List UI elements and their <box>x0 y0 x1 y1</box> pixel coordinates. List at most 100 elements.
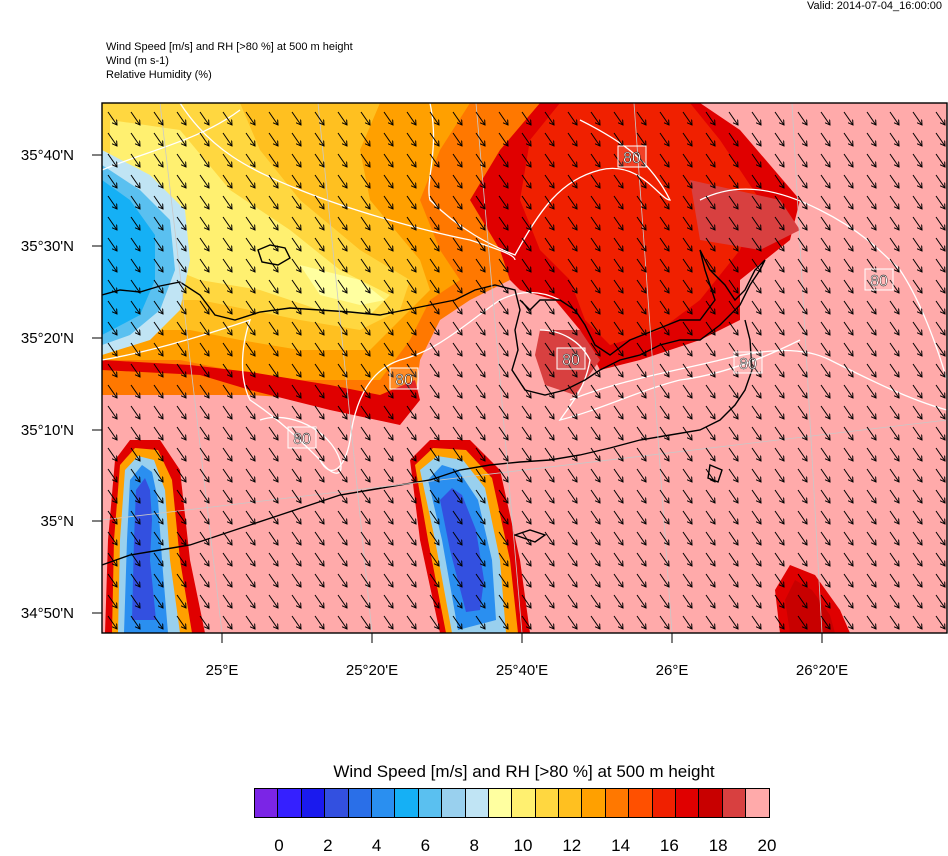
wind-vector <box>130 384 140 398</box>
wind-vector <box>314 489 324 503</box>
wind-vector <box>935 468 945 482</box>
wind-vector <box>935 615 945 629</box>
contour-label-6: 80 <box>287 426 317 449</box>
wind-vector <box>659 405 669 419</box>
wind-vector <box>912 279 922 293</box>
wind-vector <box>820 132 830 146</box>
wind-vector <box>107 468 117 482</box>
wind-vector <box>337 510 347 524</box>
wind-vector <box>521 468 531 482</box>
wind-vector <box>843 321 853 335</box>
colorbar-swatch-16 <box>628 788 653 818</box>
wind-vector <box>659 174 669 188</box>
wind-vector <box>268 111 278 125</box>
wind-vector <box>498 237 508 251</box>
wind-vector <box>498 384 508 398</box>
wind-vector <box>268 258 278 272</box>
wind-vector <box>429 111 439 125</box>
wind-vector <box>889 510 899 524</box>
wind-vector <box>475 237 485 251</box>
wind-vector <box>498 111 508 125</box>
wind-vector <box>521 594 531 608</box>
wind-vector <box>383 426 393 440</box>
wind-band-10 <box>300 265 385 305</box>
wind-vector <box>843 153 853 167</box>
wind-vector <box>337 153 347 167</box>
wind-vector <box>291 258 301 272</box>
wind-vector <box>429 531 439 545</box>
colorbar-tick-16: 16 <box>659 836 679 855</box>
wind-vector <box>774 174 784 188</box>
wind-vector <box>544 552 554 566</box>
wind-vector <box>521 426 531 440</box>
wind-vector <box>590 384 600 398</box>
rh-contour-3 <box>428 103 672 256</box>
wind-vector <box>728 258 738 272</box>
wind-vector <box>567 321 577 335</box>
wind-vector <box>268 468 278 482</box>
wind-vector <box>912 615 922 629</box>
wind-vector <box>843 468 853 482</box>
colorbar-tick-18: 18 <box>708 836 728 855</box>
wind-vector <box>590 321 600 335</box>
wind-vector <box>567 615 577 629</box>
wind-vector <box>130 237 140 251</box>
wind-vector <box>659 384 669 398</box>
wind-vector <box>751 363 761 377</box>
wind-vector <box>245 111 255 125</box>
rh-contours <box>102 103 947 474</box>
wind-vector <box>613 174 623 188</box>
wind-vector <box>291 132 301 146</box>
wind-vector <box>935 573 945 587</box>
wind-vector <box>820 300 830 314</box>
wind-vector <box>889 594 899 608</box>
plume-b-core <box>440 488 484 612</box>
wind-vector <box>544 510 554 524</box>
wind-vector <box>130 216 140 230</box>
wind-vector <box>751 174 761 188</box>
wind-vector <box>774 447 784 461</box>
wind-vector <box>291 447 301 461</box>
wind-vector <box>728 195 738 209</box>
wind-vector <box>406 279 416 293</box>
wind-vector <box>222 615 232 629</box>
wind-vector <box>682 384 692 398</box>
wind-vector <box>406 615 416 629</box>
wind-vector <box>153 174 163 188</box>
wind-vector <box>659 237 669 251</box>
wind-vector <box>866 405 876 419</box>
wind-vector <box>636 258 646 272</box>
wind-vector <box>567 489 577 503</box>
wind-vector <box>107 531 117 545</box>
wind-vector <box>429 363 439 377</box>
wind-vector <box>544 237 554 251</box>
wind-vector <box>705 531 715 545</box>
wind-vector <box>705 216 715 230</box>
wind-vector <box>705 489 715 503</box>
wind-vector <box>544 300 554 314</box>
wind-vector <box>153 342 163 356</box>
wind-vector <box>912 489 922 503</box>
wind-vector <box>728 531 738 545</box>
wind-vector <box>498 447 508 461</box>
wind-vector <box>751 132 761 146</box>
wind-vector <box>659 195 669 209</box>
wind-vector <box>774 132 784 146</box>
wind-vector <box>567 468 577 482</box>
wind-vector <box>383 468 393 482</box>
wind-vector <box>774 468 784 482</box>
wind-vector <box>222 531 232 545</box>
wind-vector <box>935 132 945 146</box>
wind-vector <box>728 594 738 608</box>
wind-vector <box>912 405 922 419</box>
wind-vector <box>268 426 278 440</box>
wind-vector <box>544 258 554 272</box>
contour-value-labels: 80 80 80 80 80 80 <box>287 145 894 449</box>
title-line-2: Wind (m s-1) <box>106 55 169 67</box>
wind-vector <box>705 237 715 251</box>
wind-vector <box>452 279 462 293</box>
wind-vector <box>360 531 370 545</box>
wind-vector <box>636 363 646 377</box>
wind-vector <box>406 132 416 146</box>
wind-vector <box>567 405 577 419</box>
